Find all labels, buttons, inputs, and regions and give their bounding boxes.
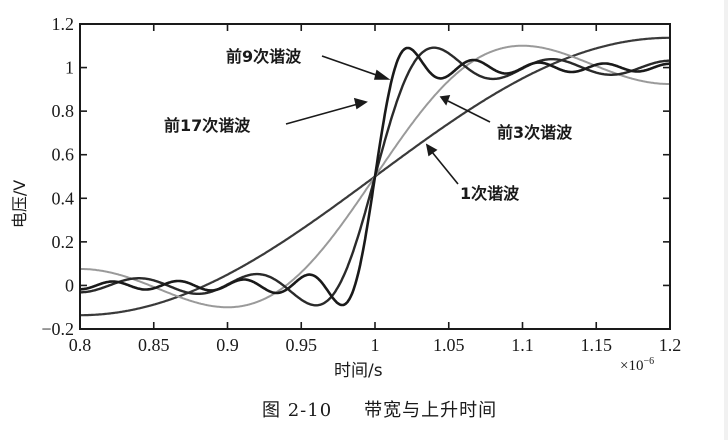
y-tick-label: 0.2	[52, 232, 75, 252]
figure-caption: 图 2-10 带宽与上升时间	[262, 400, 498, 421]
annotation-17th-harmonic: 前17次谐波	[164, 116, 251, 135]
curve-annotations: 前9次谐波 前17次谐波 前3次谐波 1次谐波	[164, 47, 573, 203]
annotation-9th-harmonic: 前9次谐波	[226, 47, 302, 66]
arrow-17th	[285, 103, 359, 125]
page-edge	[724, 0, 728, 440]
y-tick-label: 1	[65, 58, 74, 78]
x-tick-label: 0.95	[286, 335, 318, 355]
y-tick-label: 1.2	[52, 14, 75, 34]
curve-17-harmonics	[79, 46, 671, 307]
y-tick-label: 0.8	[52, 101, 75, 121]
arrowhead-icon	[425, 143, 438, 157]
x-axis-scale-factor: ×10−6	[620, 356, 655, 374]
x-axis-label: 时间/s	[334, 361, 383, 381]
arrow-1st	[431, 151, 459, 185]
x-tick-label: 0.9	[216, 335, 239, 355]
x-tick-label: 1.15	[581, 335, 613, 355]
arrowhead-icon	[439, 95, 451, 106]
x-tick-label: 1.2	[659, 335, 682, 355]
annotation-arrows	[285, 55, 491, 185]
x-tick-label: 1.05	[433, 335, 465, 355]
annotation-1st-harmonic: 1次谐波	[460, 184, 520, 203]
arrow-3rd	[447, 100, 491, 123]
arrowhead-icon	[373, 69, 391, 80]
y-tick-label: 0.4	[52, 188, 75, 208]
annotation-3rd-harmonic: 前3次谐波	[497, 123, 573, 142]
x-tick-label: 1.1	[511, 335, 534, 355]
plot-axes: 0.8 0.85 0.9 0.95 1 1.05 1.1 1.15 1.2 −0.2 0 0.2 0.4…	[41, 14, 681, 355]
y-axis-label: 电压/V	[10, 179, 29, 229]
data-curves	[79, 36, 671, 317]
arrow-9th	[321, 55, 383, 78]
x-tick-label: 0.8	[69, 335, 92, 355]
y-tick-label: 0	[65, 275, 74, 295]
y-tick-label: −0.2	[41, 319, 74, 339]
arrowhead-icon	[353, 97, 368, 110]
y-tick-label: 0.6	[52, 145, 75, 165]
x-tick-label: 1	[371, 335, 380, 355]
x-tick-label: 0.85	[138, 335, 170, 355]
